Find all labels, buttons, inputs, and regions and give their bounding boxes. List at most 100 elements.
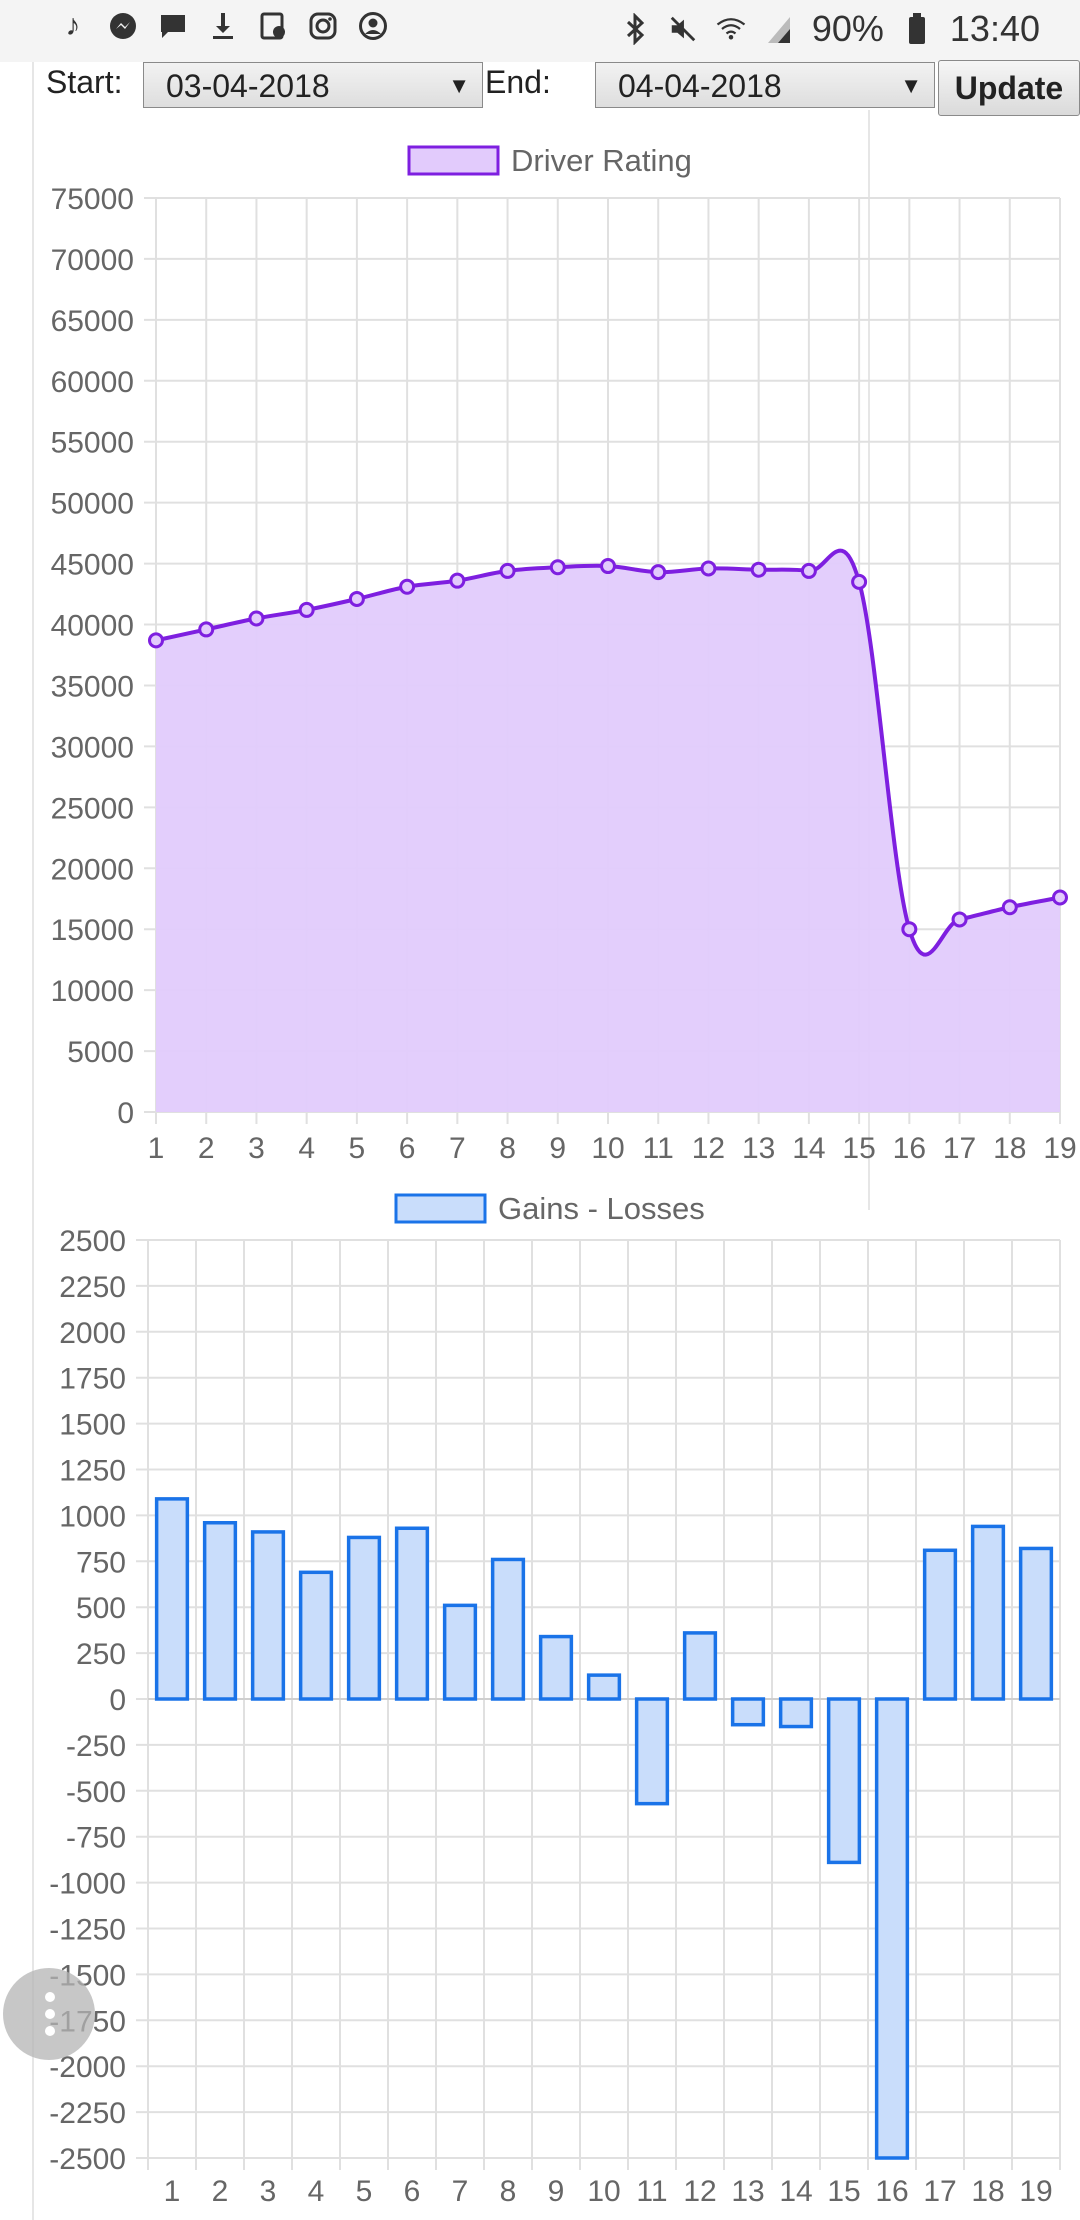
y-tick-label: 5000 [67, 1036, 134, 1069]
y-tick-label: -2250 [49, 2097, 126, 2130]
start-date-select[interactable]: 03-04-2018 ▼ [143, 62, 483, 108]
end-date-select[interactable]: 04-04-2018 ▼ [595, 62, 935, 108]
battery-percent: 90% [811, 8, 884, 49]
x-tick-label: 19 [1043, 1132, 1076, 1165]
x-tick-label: 9 [548, 2175, 565, 2208]
x-tick-label: 12 [692, 1132, 725, 1165]
x-tick-label: 2 [198, 1132, 215, 1165]
x-tick-label: 15 [842, 1132, 875, 1165]
data-point [198, 621, 215, 638]
x-tick-label: 14 [779, 2175, 812, 2208]
y-tick-label: 2000 [59, 1317, 126, 1350]
x-tick-label: 1 [148, 1132, 165, 1165]
bluetooth-icon [620, 13, 650, 45]
y-tick-label: 30000 [51, 731, 134, 764]
x-tick-label: 17 [923, 2175, 956, 2208]
bar [202, 1520, 238, 1701]
x-tick-label: 2 [212, 2175, 229, 2208]
menu-dot-icon [45, 2009, 55, 2019]
instagram-icon [308, 10, 338, 42]
x-tick-label: 3 [260, 2175, 277, 2208]
y-tick-label: 500 [76, 1592, 126, 1625]
y-tick-label: 1750 [59, 1363, 126, 1396]
y-tick-label: 1500 [59, 1409, 126, 1442]
battery-icon [902, 13, 932, 45]
chat-icon [158, 10, 188, 42]
y-tick-label: 10000 [51, 975, 134, 1008]
y-tick-label: 50000 [51, 488, 134, 521]
floating-menu-button[interactable] [3, 1968, 95, 2060]
messenger-icon [108, 10, 138, 42]
data-point [248, 610, 265, 627]
y-tick-label: 20000 [51, 853, 134, 886]
x-tick-label: 5 [349, 1132, 366, 1165]
x-tick-label: 11 [636, 2175, 667, 2208]
data-point [650, 564, 667, 581]
chart-legend[interactable]: Driver Rating [407, 143, 692, 178]
dropdown-arrow-icon: ▼ [900, 73, 922, 98]
x-tick-label: 11 [643, 1132, 674, 1165]
data-point [600, 558, 616, 575]
y-tick-label: 1250 [59, 1455, 126, 1488]
x-axis-ticks: 1 2 3 4 5 6 7 8 9 10 11 12 13 14 15 16 17 18 19 [148, 1132, 1077, 1165]
start-label: Start: [46, 64, 123, 100]
x-tick-label: 8 [500, 2175, 517, 2208]
x-tick-label: 4 [298, 1132, 315, 1165]
y-tick-label: 40000 [51, 610, 134, 643]
x-tick-label: 19 [1019, 2175, 1052, 2208]
gains-losses-chart: 25002250200017501500125010007505002500-2… [49, 1191, 1061, 2208]
x-tick-label: 10 [587, 2175, 620, 2208]
update-button[interactable]: Update [938, 60, 1080, 116]
y-tick-label: -1250 [49, 1914, 126, 1947]
menu-dot-icon [45, 1992, 55, 2002]
y-tick-label: -750 [66, 1822, 126, 1855]
y-tick-label: 70000 [51, 244, 134, 277]
bar [586, 1673, 622, 1701]
y-tick-label: -250 [66, 1730, 126, 1763]
y-axis-ticks: 7500070000650006000055000500004500040000… [51, 183, 134, 1130]
x-tick-label: 16 [875, 2175, 908, 2208]
bar [154, 1497, 190, 1701]
data-point [901, 921, 918, 938]
bar [298, 1570, 334, 1701]
system-status: 90% 13:40 [620, 8, 1040, 50]
dropdown-arrow-icon: ▼ [448, 73, 470, 98]
legend-label: Driver Rating [511, 143, 692, 178]
x-tick-label: 3 [248, 1132, 265, 1165]
bar [730, 1697, 766, 1727]
x-tick-label: 6 [404, 2175, 421, 2208]
legend-swatch [407, 145, 500, 176]
driver-rating-chart: 7500070000650006000055000500004500040000… [51, 143, 1077, 1165]
chart-legend[interactable]: Gains - Losses [394, 1191, 705, 1226]
bar [922, 1548, 958, 1701]
calendar-icon [258, 10, 288, 42]
data-point [750, 561, 767, 578]
y-tick-label: 65000 [51, 305, 134, 338]
y-tick-label: -500 [66, 1776, 126, 1809]
y-tick-label: 55000 [51, 427, 134, 460]
rating-area-fill [156, 550, 1060, 1112]
bar [346, 1535, 382, 1701]
bar [490, 1557, 526, 1701]
y-tick-label: 750 [76, 1546, 126, 1579]
x-tick-label: 8 [499, 1132, 516, 1165]
bar [1018, 1546, 1054, 1701]
signal-icon [764, 13, 794, 45]
x-tick-label: 9 [549, 1132, 566, 1165]
x-tick-label: 13 [731, 2175, 764, 2208]
x-axis-ticks: 1 2 3 4 5 6 7 8 9 10 11 12 13 14 15 16 17 18 19 [164, 2175, 1053, 2208]
download-icon [208, 10, 238, 42]
x-tick-label: 7 [449, 1132, 466, 1165]
x-tick-label: 5 [356, 2175, 373, 2208]
bar [826, 1697, 862, 1865]
chart-bars [154, 1497, 1054, 2160]
y-tick-label: 0 [109, 1684, 126, 1717]
chart-grid [136, 1239, 1061, 2170]
y-tick-label: 35000 [51, 670, 134, 703]
end-label: End: [485, 64, 551, 100]
y-tick-label: 60000 [51, 366, 134, 399]
legend-label: Gains - Losses [498, 1191, 705, 1226]
x-tick-label: 16 [893, 1132, 926, 1165]
start-date-value: 03-04-2018 [166, 68, 330, 104]
x-tick-label: 10 [591, 1132, 624, 1165]
